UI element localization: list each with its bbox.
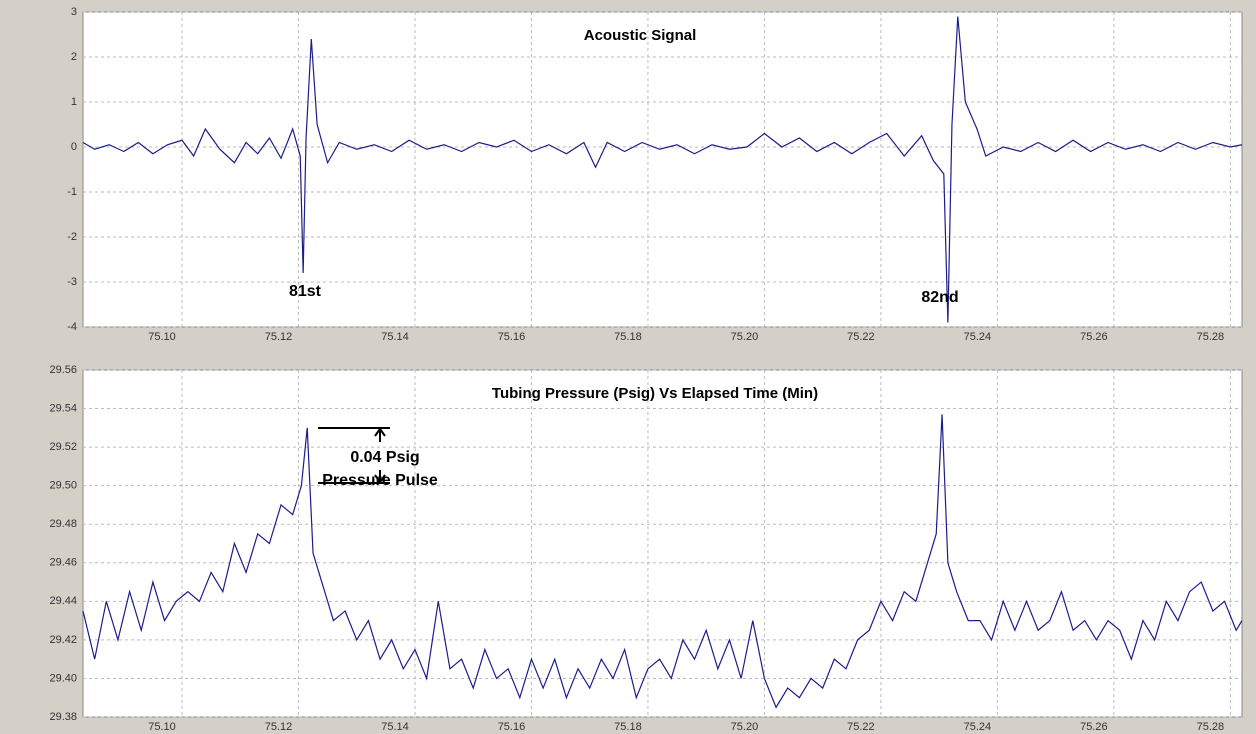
y-tick-label: 29.46 (49, 557, 77, 569)
y-tick-label: 29.52 (49, 441, 77, 453)
x-tick-label: 75.28 (1197, 331, 1225, 343)
x-tick-label: 75.10 (148, 721, 176, 733)
y-tick-label: 29.56 (49, 364, 77, 376)
x-tick-label: 75.18 (614, 331, 642, 343)
y-tick-label: -4 (67, 321, 77, 333)
x-tick-label: 75.22 (847, 721, 875, 733)
x-tick-label: 75.12 (265, 331, 293, 343)
y-tick-label: 29.40 (49, 672, 77, 684)
x-tick-label: 75.18 (614, 721, 642, 733)
data-line (82, 414, 1243, 709)
annotation: 81st (289, 283, 322, 300)
x-tick-label: 75.12 (265, 721, 293, 733)
y-tick-label: 0 (71, 141, 77, 153)
y-tick-label: 29.50 (49, 480, 77, 492)
y-tick-label: -1 (67, 186, 77, 198)
annotation: 82nd (921, 289, 958, 306)
chart-title: Tubing Pressure (Psig) Vs Elapsed Time (… (492, 385, 818, 402)
y-tick-label: -2 (67, 231, 77, 243)
y-tick-label: -3 (67, 276, 77, 288)
x-tick-label: 75.10 (148, 331, 176, 343)
x-tick-label: 75.14 (381, 331, 409, 343)
x-tick-label: 75.22 (847, 331, 875, 343)
plot-area (82, 369, 1243, 718)
x-tick-label: 75.16 (498, 721, 526, 733)
x-tick-label: 75.26 (1080, 721, 1108, 733)
y-tick-label: 3 (71, 6, 77, 18)
annotation: 0.04 Psig (350, 449, 419, 466)
x-tick-label: 75.24 (964, 721, 992, 733)
plot-area (82, 11, 1243, 328)
chart-title: Acoustic Signal (584, 27, 697, 44)
y-tick-label: 1 (71, 96, 77, 108)
x-tick-label: 75.24 (964, 331, 992, 343)
y-tick-label: 29.42 (49, 634, 77, 646)
y-tick-label: 29.38 (49, 711, 77, 723)
y-tick-label: 29.54 (49, 402, 77, 414)
x-tick-label: 75.16 (498, 331, 526, 343)
x-tick-label: 75.28 (1197, 721, 1225, 733)
y-tick-label: 29.44 (49, 595, 77, 607)
y-tick-label: 2 (71, 51, 77, 63)
x-tick-label: 75.26 (1080, 331, 1108, 343)
data-line (82, 16, 1243, 323)
x-tick-label: 75.14 (381, 721, 409, 733)
y-tick-label: 29.48 (49, 518, 77, 530)
x-tick-label: 75.20 (731, 721, 759, 733)
pulse-bracket (318, 427, 390, 484)
x-tick-label: 75.20 (731, 331, 759, 343)
